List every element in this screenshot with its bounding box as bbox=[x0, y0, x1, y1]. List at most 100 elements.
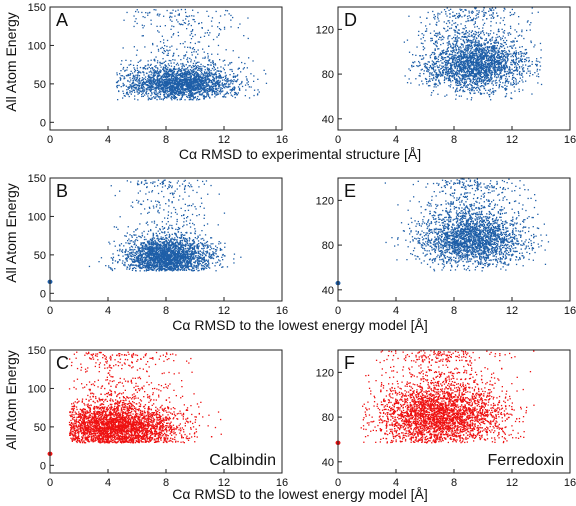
data-point bbox=[184, 99, 186, 101]
data-point bbox=[485, 65, 488, 68]
data-point bbox=[229, 89, 231, 91]
data-point bbox=[490, 66, 492, 68]
data-point bbox=[189, 34, 191, 36]
data-point bbox=[201, 93, 203, 95]
data-point bbox=[212, 82, 214, 84]
data-point bbox=[483, 57, 485, 59]
data-point bbox=[477, 91, 480, 93]
data-point bbox=[449, 72, 451, 74]
data-point bbox=[130, 79, 132, 81]
data-point bbox=[158, 85, 160, 87]
data-point bbox=[497, 42, 500, 45]
data-point bbox=[150, 84, 153, 86]
data-point bbox=[497, 41, 499, 43]
data-point bbox=[199, 83, 201, 85]
data-point bbox=[171, 93, 173, 95]
data-point bbox=[473, 53, 475, 55]
data-point bbox=[193, 88, 195, 91]
data-point bbox=[436, 75, 438, 77]
data-point bbox=[157, 79, 159, 81]
data-point bbox=[185, 75, 187, 77]
data-point bbox=[478, 87, 480, 89]
data-point bbox=[437, 58, 439, 61]
data-point bbox=[513, 61, 515, 63]
data-point bbox=[480, 37, 482, 39]
data-point bbox=[213, 83, 216, 85]
data-point bbox=[193, 77, 195, 80]
data-point bbox=[455, 49, 457, 51]
data-point bbox=[171, 96, 173, 98]
data-point bbox=[181, 89, 183, 91]
data-point bbox=[210, 20, 213, 22]
data-point bbox=[437, 34, 439, 36]
data-point bbox=[494, 53, 496, 56]
data-point bbox=[446, 50, 448, 53]
data-point bbox=[420, 69, 422, 71]
data-point bbox=[146, 67, 149, 69]
data-point bbox=[506, 56, 508, 59]
data-point bbox=[450, 46, 452, 48]
data-point bbox=[486, 52, 488, 54]
data-point bbox=[159, 82, 161, 84]
data-point bbox=[186, 71, 189, 73]
data-point bbox=[211, 80, 213, 82]
data-point bbox=[174, 59, 176, 61]
data-point bbox=[147, 79, 150, 81]
data-point bbox=[180, 86, 182, 89]
data-point bbox=[186, 95, 188, 98]
data-point bbox=[463, 83, 465, 85]
data-point bbox=[178, 84, 180, 86]
data-point bbox=[471, 75, 473, 77]
data-point bbox=[481, 92, 483, 95]
data-point bbox=[184, 84, 187, 86]
data-point bbox=[447, 69, 449, 71]
data-point bbox=[474, 83, 476, 85]
data-point bbox=[217, 92, 219, 94]
data-point bbox=[447, 25, 449, 28]
data-point bbox=[463, 53, 465, 56]
data-point bbox=[521, 58, 524, 60]
data-point bbox=[461, 44, 463, 46]
data-point bbox=[185, 64, 187, 66]
data-point bbox=[490, 46, 493, 48]
data-point bbox=[489, 90, 491, 92]
data-point bbox=[129, 77, 131, 79]
data-point bbox=[454, 66, 457, 68]
data-point bbox=[204, 81, 206, 83]
data-point bbox=[171, 25, 173, 27]
data-point bbox=[477, 13, 479, 15]
data-point bbox=[190, 85, 192, 88]
data-point bbox=[458, 71, 460, 73]
data-point bbox=[450, 54, 452, 56]
data-point bbox=[191, 94, 193, 96]
data-point bbox=[167, 73, 169, 75]
data-point bbox=[140, 86, 142, 89]
data-point bbox=[150, 98, 152, 100]
data-point bbox=[120, 86, 122, 88]
data-point bbox=[456, 59, 458, 61]
data-point bbox=[194, 92, 196, 95]
data-point bbox=[207, 90, 209, 92]
data-point bbox=[212, 78, 214, 81]
data-point bbox=[463, 15, 466, 17]
data-point bbox=[494, 45, 496, 47]
data-point bbox=[180, 98, 182, 100]
data-point bbox=[157, 96, 159, 98]
data-point bbox=[469, 89, 471, 92]
data-point bbox=[223, 84, 225, 86]
data-point bbox=[520, 55, 522, 58]
data-point bbox=[230, 90, 233, 92]
data-point bbox=[502, 50, 505, 52]
data-point bbox=[503, 47, 506, 49]
data-point bbox=[472, 70, 475, 73]
data-point bbox=[137, 61, 139, 63]
data-point bbox=[162, 79, 165, 81]
data-point bbox=[187, 94, 189, 97]
data-point bbox=[479, 55, 481, 57]
data-point bbox=[465, 66, 467, 68]
data-point bbox=[483, 22, 486, 24]
data-point bbox=[423, 63, 425, 65]
data-point bbox=[450, 50, 452, 52]
data-point bbox=[451, 75, 453, 78]
data-point bbox=[491, 81, 493, 83]
